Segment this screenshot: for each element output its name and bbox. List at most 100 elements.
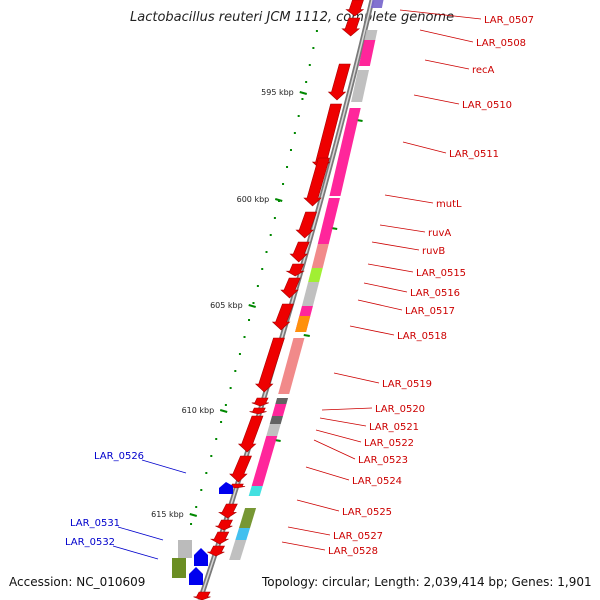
scale-tick (248, 304, 256, 308)
label-leader-line (349, 325, 395, 336)
gene-label: LAR_0515 (416, 268, 466, 279)
forward-gene-arrow (215, 519, 233, 531)
scale-tick (219, 409, 228, 413)
label-leader-line (281, 541, 326, 551)
label-leader-line (419, 29, 474, 43)
cog-category-block (178, 540, 192, 558)
gene-label: LAR_0523 (358, 455, 408, 466)
cog-category-block (317, 198, 340, 244)
scale-tick (303, 334, 310, 337)
label-leader-line (413, 94, 460, 105)
forward-gene-arrow (209, 531, 230, 545)
gc-dot (190, 523, 193, 525)
gene-label: recA (472, 65, 495, 76)
gc-dot (286, 166, 289, 168)
label-leader-line (321, 407, 373, 411)
gene-label: LAR_0527 (333, 531, 383, 542)
gc-dot (265, 251, 268, 253)
gc-dot (282, 183, 285, 185)
gc-dot (273, 217, 276, 219)
cog-category-block (251, 436, 278, 486)
scale-tick (274, 198, 283, 202)
label-leader-line (384, 194, 434, 204)
genome-title: Lactobacillus reuteri JCM 1112, complete… (130, 10, 455, 25)
forward-gene-arrow (303, 157, 330, 207)
scale-tick (189, 513, 198, 517)
gc-dot (224, 404, 227, 406)
gene-label: LAR_0511 (449, 149, 499, 160)
gc-dot (252, 302, 255, 304)
gene-label: LAR_0522 (364, 438, 414, 449)
label-leader-line (333, 372, 380, 384)
gc-dot (195, 506, 198, 508)
cog-category-block (229, 540, 247, 560)
forward-gene-arrow (327, 63, 351, 101)
gc-dot (312, 47, 315, 49)
accession-text: Accession: NC_010609 (9, 575, 146, 589)
gc-dot (289, 149, 292, 151)
label-leader-line (379, 224, 426, 233)
forward-gene-arrow (218, 503, 238, 519)
gene-label: LAR_0518 (397, 331, 447, 342)
cds-track-forward (193, 0, 365, 600)
label-leader-line (315, 429, 362, 443)
label-leader-line (399, 9, 482, 20)
cog-category-block (271, 404, 287, 416)
cog-category-block (278, 338, 305, 394)
cog-category-block (329, 108, 361, 196)
gc-dot (200, 489, 203, 491)
gene-label: LAR_0520 (375, 404, 425, 415)
cog-category-block (301, 282, 320, 306)
label-leader-line (296, 499, 340, 512)
scale-label: 615 kbp (151, 510, 184, 519)
label-leader-line (424, 59, 470, 70)
gc-dot (305, 81, 308, 83)
forward-gene-arrow (341, 17, 361, 37)
cog-category-block (308, 268, 323, 282)
gene-label: ruvA (428, 228, 451, 239)
cog-category-block (295, 316, 311, 332)
gc-dot (215, 438, 218, 440)
forward-gene-arrow (229, 455, 252, 483)
scale-labels: 595 kbp 600 kbp 605 kbp 610 kbp 615 kbp (151, 88, 294, 519)
label-leader-line (363, 282, 408, 293)
gc-dot (220, 421, 223, 423)
gc-dot (238, 353, 241, 355)
label-leader-line (117, 526, 164, 541)
gene-label: LAR_0526 (94, 451, 144, 462)
label-leader-line (319, 417, 367, 427)
forward-gene-arrow (207, 545, 225, 557)
gc-dot (297, 115, 300, 117)
forward-gene-arrow (295, 211, 318, 239)
forward-gene-arrow (193, 591, 211, 600)
cog-category-block (311, 244, 329, 268)
gc-dot (301, 98, 304, 100)
gene-label: LAR_0531 (70, 518, 120, 529)
gc-dot (269, 234, 272, 236)
gene-label: mutL (436, 199, 462, 210)
gc-dot (205, 472, 208, 474)
gene-label: LAR_0532 (65, 537, 115, 548)
cog-category-block (358, 40, 376, 66)
label-leader-line (313, 439, 356, 460)
gene-label: LAR_0510 (462, 100, 512, 111)
gene-label: LAR_0521 (369, 422, 419, 433)
cog-category-block (172, 558, 186, 578)
gc-dot (248, 319, 251, 321)
cog-category-block (351, 70, 370, 102)
gene-label: LAR_0525 (342, 507, 392, 518)
gene-label: LAR_0517 (405, 306, 455, 317)
cog-category-block (269, 416, 283, 424)
cds-track-reverse (172, 482, 233, 585)
gene-label: LAR_0516 (410, 288, 460, 299)
scale-label: 610 kbp (182, 406, 215, 415)
gc-dot (261, 268, 264, 270)
cog-category-block (275, 398, 289, 404)
gene-label: LAR_0528 (328, 546, 378, 557)
gc-dot (308, 64, 311, 66)
gc-dot (243, 336, 246, 338)
gc-dot (293, 132, 296, 134)
cog-category-block (235, 528, 251, 540)
cog-category-block (364, 30, 378, 40)
